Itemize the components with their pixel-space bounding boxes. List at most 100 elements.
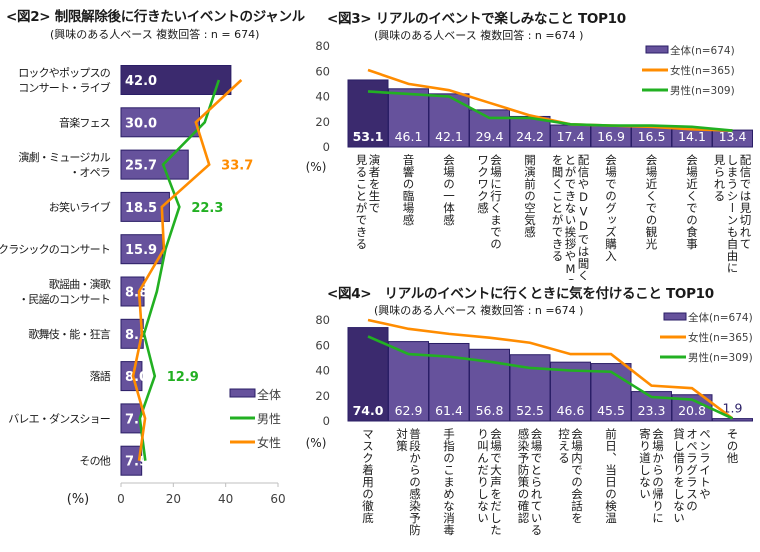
fig4-category-label: マスク着用の徹底 (361, 428, 375, 524)
fig3-bar-label: 14.1 (678, 129, 706, 144)
fig4-category-label: 手指のこまめな消毒 (442, 427, 456, 536)
fig4-subtitle: (興味のある人ベース 複数回答 : n =674 ) (374, 304, 584, 317)
fig3-title: <図3> リアルのイベントで楽しみなこと TOP10 (327, 11, 626, 27)
fig2-x-axis-label: (%) (67, 492, 90, 507)
fig3-legend-label: 女性(n=365) (670, 64, 735, 77)
fig2-category-label: 歌謡曲・演歌 (49, 277, 111, 291)
fig3-category-label: 会場でのグッズ購入 (604, 154, 618, 262)
fig2-bar-label: 7.9 (125, 455, 148, 470)
fig3-legend-label: 全体(n=674) (670, 44, 735, 57)
fig2-x-tick-label: 20 (166, 492, 181, 506)
fig2-legend-label: 男性 (257, 412, 281, 426)
fig3-bar-label: 24.2 (516, 129, 544, 144)
fig4-line-male (367, 335, 734, 420)
fig4-category-label: 対策 (395, 427, 409, 452)
fig2-x-tick-label: 60 (270, 492, 285, 506)
fig2-legend-swatch-total (229, 388, 256, 398)
fig4-category-label: ペンライトや (698, 428, 712, 500)
fig4-category-label: 会場でとられている (530, 428, 544, 536)
fig2-bar (120, 149, 189, 180)
fig4-y-tick-label: 80 (315, 313, 330, 327)
fig2-subtitle: (興味のある人ベース 複数回答 : n = 674) (50, 28, 260, 41)
fig3-category-label: 会場の一体感 (442, 154, 456, 226)
fig3-category-label: 配信やDVDでは聞くこ (577, 154, 591, 280)
fig2-category-label: 歌舞伎・能・狂言 (28, 327, 110, 341)
fig3-category-label: 開演前の空気感 (523, 154, 537, 238)
fig2-line-female (131, 79, 243, 461)
fig4-category-label: 感染予防策の確認 (517, 427, 531, 524)
fig3-y-tick-label: 80 (315, 39, 330, 53)
fig2-bar (120, 445, 143, 476)
fig3-legend-label: 男性(n=309) (670, 84, 735, 97)
fig2-bar (120, 234, 164, 265)
fig3-y-tick-label: 40 (315, 90, 330, 104)
fig3-y-tick-label: 60 (315, 64, 330, 78)
fig2-bar (120, 361, 143, 392)
fig4-category-label: 会場で大声をだした (489, 428, 503, 536)
fig4-legend-label: 男性(n=309) (688, 351, 753, 364)
fig2-bar-label: 7.6 (125, 412, 148, 427)
fig3-y-axis-label: (%) (306, 160, 327, 174)
fig3-category-label: 会場近くでの観光 (645, 154, 659, 250)
fig2-category-label: 落語 (90, 369, 111, 383)
fig2-category-label: 音楽フェス (59, 115, 110, 129)
fig3-category-label: とができない挨拶やMC (564, 154, 578, 280)
fig2-annotation: 22.3 (191, 201, 223, 216)
fig4-category-label: 会場からの帰りに (651, 428, 665, 524)
fig2-legend-label: 女性 (257, 435, 281, 450)
fig2-category-label: その他 (79, 455, 110, 468)
fig2-category-label: ・オペラ (69, 166, 110, 179)
fig4-category-label: り叫んだりしない (476, 428, 490, 524)
fig3-category-label: を聞くことができる (551, 154, 565, 262)
fig4-category-label: 普段からの感染予防 (408, 427, 422, 536)
fig4-bar-label: 62.9 (395, 403, 423, 418)
fig4-legend-label: 全体(n=674) (688, 311, 753, 324)
fig4-bar-label: 1.9 (723, 401, 743, 416)
fig4-bar-label: 52.5 (516, 403, 544, 418)
fig3-category-label: 演者を生で (368, 153, 382, 214)
fig3-category-label: 見られる (713, 154, 727, 202)
fig3-line-male (367, 90, 733, 132)
fig2-annotation: 12.9 (167, 370, 199, 385)
fig3-bar-label: 53.1 (353, 129, 384, 144)
fig2-bar-label: 30.0 (125, 116, 157, 131)
fig4-category-label: 前日、当日の検温 (604, 427, 618, 524)
fig4-y-tick-label: 0 (323, 414, 330, 428)
fig4-y-axis-label: (%) (306, 436, 327, 450)
fig2-x-tick-label: 0 (117, 492, 125, 506)
fig2-category-label: クラシックのコンサート (0, 243, 110, 256)
fig3-category-label: 音響の臨場感 (402, 153, 416, 226)
fig4-bar-label: 45.5 (597, 403, 625, 418)
fig2-legend-label: 全体 (257, 387, 281, 402)
fig2-annotation: 33.7 (221, 159, 253, 174)
fig3-category-label: 配信では見切れて (739, 154, 753, 250)
fig4-title: <図4> リアルのイベントに行くときに気を付けること TOP10 (327, 286, 714, 302)
fig4-category-label: 会場内での会話を (570, 428, 584, 524)
fig4-bar (712, 418, 753, 422)
fig3-category-label: ワクワク感 (476, 154, 490, 214)
fig3-y-tick-label: 0 (323, 140, 330, 154)
fig3-y-tick-label: 20 (315, 115, 330, 129)
fig2-category-label: ・民謡のコンサート (18, 292, 110, 306)
fig3-bar-label: 16.9 (597, 129, 625, 144)
fig2-category-label: 演劇・ミュージカル (18, 150, 110, 164)
fig3-category-label: 会場に行くまでの (489, 154, 503, 250)
fig2-bar-label: 8.8 (125, 286, 148, 301)
fig2-bar (120, 107, 200, 138)
fig2-category-label: バレエ・ダンスショー (8, 411, 110, 425)
fig4-legend-swatch-total (663, 312, 687, 321)
fig2-bar (120, 65, 232, 95)
fig3-legend-swatch-total (645, 45, 669, 54)
fig3-category-label: しまうシーンも自由に (726, 154, 740, 274)
fig4-y-tick-label: 60 (315, 338, 330, 352)
fig2-bar-label: 42.0 (125, 74, 157, 89)
fig4-bar-label: 56.8 (476, 403, 504, 418)
fig3-bar-label: 46.1 (395, 129, 423, 144)
fig3-bar-label: 42.1 (435, 129, 463, 144)
fig3-bar-label: 16.5 (638, 129, 666, 144)
fig4-legend-label: 女性(n=365) (688, 331, 753, 344)
fig3-bar (388, 88, 429, 148)
fig2-category-label: コンサート・ライブ (18, 81, 111, 95)
